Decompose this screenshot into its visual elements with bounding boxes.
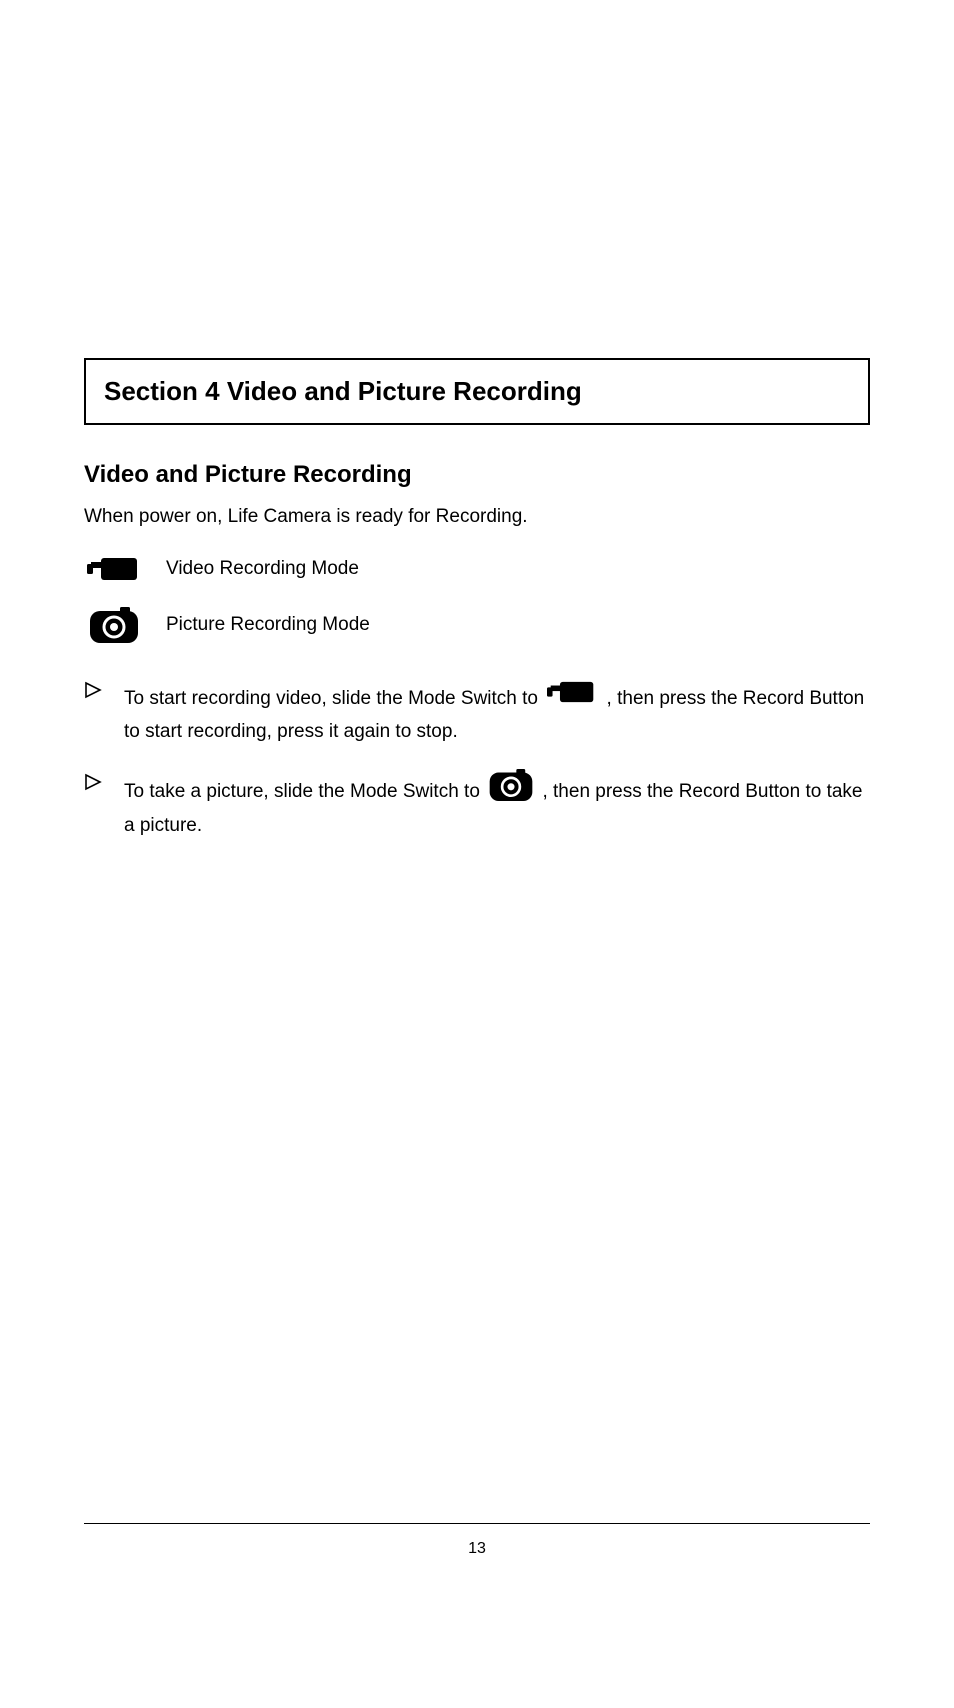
bullet-text: To take a picture, slide the Mode Switch… bbox=[124, 771, 870, 841]
page: Section 4 Video and Picture Recording Vi… bbox=[0, 358, 954, 1708]
mode-row-picture: Picture Recording Mode bbox=[84, 607, 870, 643]
footer-rule bbox=[84, 1523, 870, 1524]
mode-label: Video Recording Mode bbox=[166, 558, 359, 580]
bullet-item: To start recording video, slide the Mode… bbox=[84, 679, 870, 747]
intro-text: When power on, Life Camera is ready for … bbox=[84, 503, 870, 531]
section-heading: Section 4 Video and Picture Recording bbox=[104, 376, 850, 407]
bullet-item: To take a picture, slide the Mode Switch… bbox=[84, 771, 870, 841]
camcorder-icon bbox=[547, 677, 597, 717]
triangle-bullet-icon bbox=[84, 681, 106, 704]
bullet-list: To start recording video, slide the Mode… bbox=[84, 679, 870, 841]
triangle-bullet-icon bbox=[84, 773, 106, 796]
section-heading-box: Section 4 Video and Picture Recording bbox=[84, 358, 870, 425]
camera-icon bbox=[489, 769, 533, 811]
bullet-pre: To start recording video, slide the Mode… bbox=[124, 687, 543, 708]
subsection-title: Video and Picture Recording bbox=[84, 461, 870, 489]
bullet-text: To start recording video, slide the Mode… bbox=[124, 679, 870, 747]
camcorder-icon bbox=[84, 553, 144, 585]
bullet-pre: To take a picture, slide the Mode Switch… bbox=[124, 780, 485, 801]
mode-row-video: Video Recording Mode bbox=[84, 553, 870, 585]
mode-label: Picture Recording Mode bbox=[166, 614, 370, 636]
page-number: 13 bbox=[0, 1540, 954, 1558]
camera-icon bbox=[84, 607, 144, 643]
